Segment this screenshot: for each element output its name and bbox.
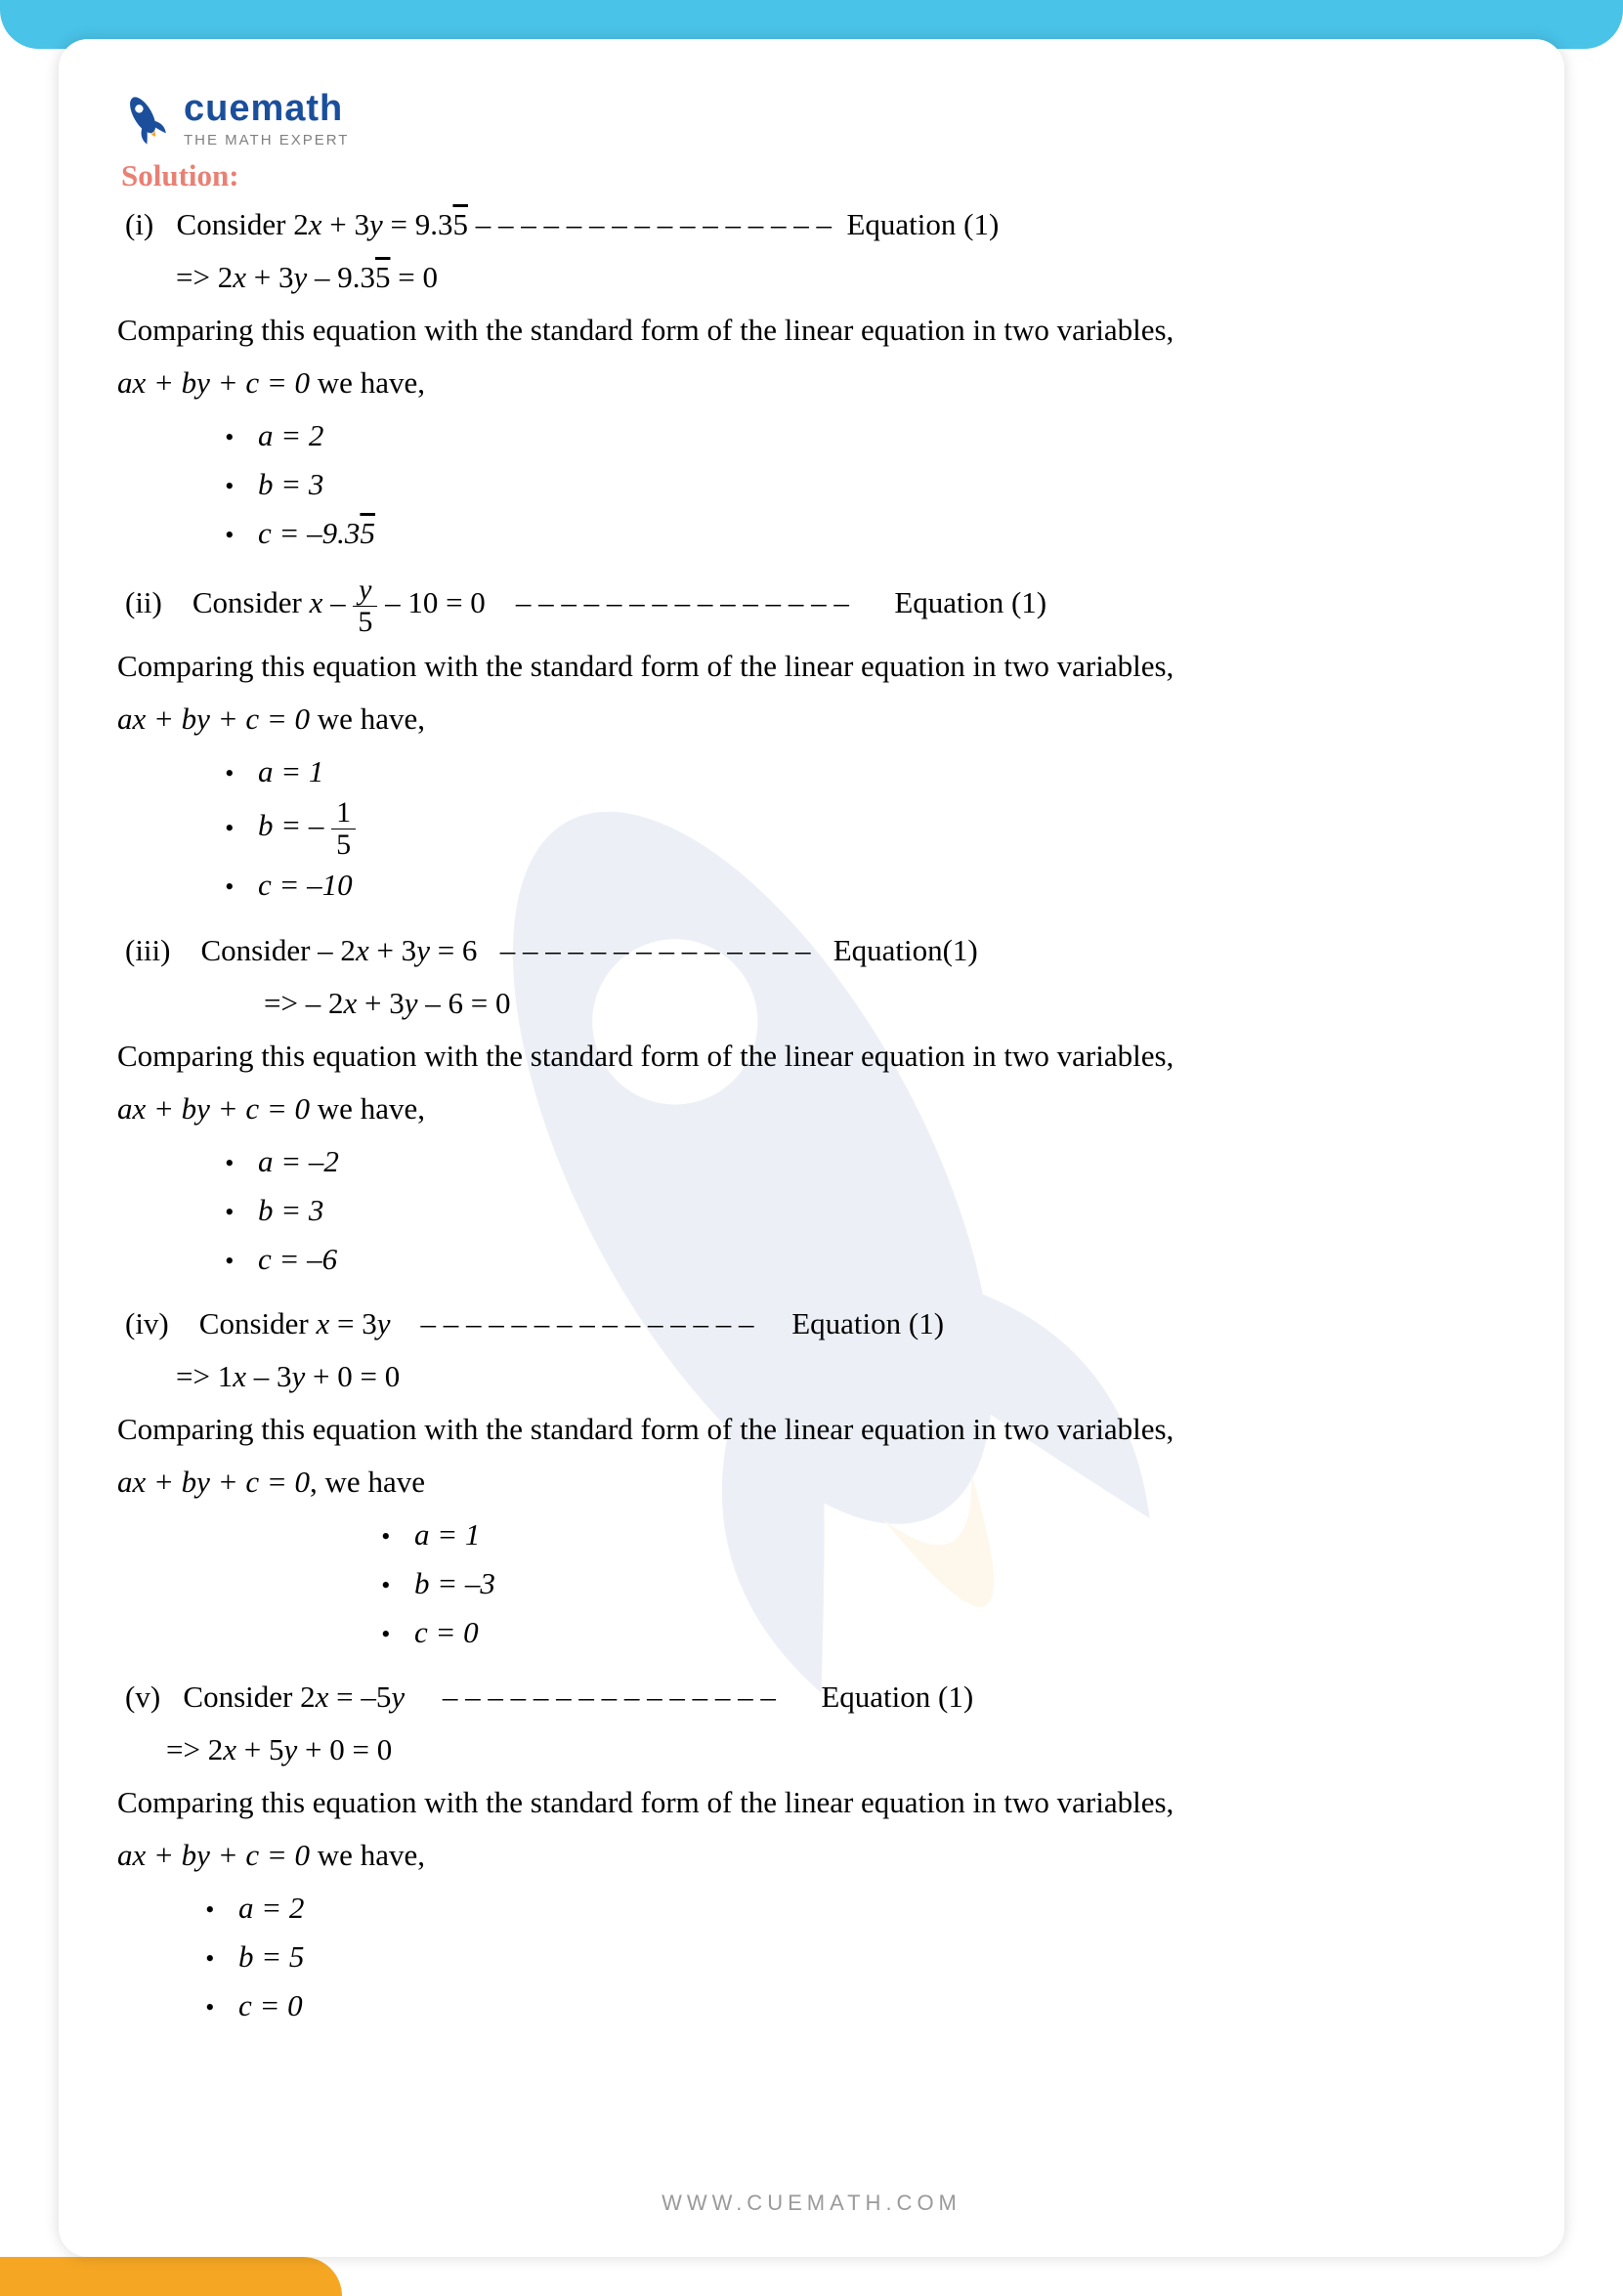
item-ii-line1: (ii) Consider x – y5 – 10 = 0 – – – – – …: [125, 574, 1506, 637]
item-iii-line2: => – 2x + 3y – 6 = 0: [264, 980, 1506, 1027]
brand-text: cuemath: [184, 88, 349, 130]
item-v-stdform: ax + by + c = 0 we have,: [117, 1832, 1506, 1879]
item-ii-compare: Comparing this equation with the standar…: [117, 643, 1506, 690]
bottom-accent: [0, 2257, 342, 2296]
item-ii-bullets: a = 1 b = – 15 c = –10: [225, 748, 1506, 909]
tagline-text: THE MATH EXPERT: [184, 132, 349, 149]
item-v-compare: Comparing this equation with the standar…: [117, 1779, 1506, 1826]
rocket-icon: [117, 91, 172, 146]
item-iii-line1: (iii) Consider – 2x + 3y = 6 – – – – – –…: [125, 927, 1506, 974]
item-ii-stdform: ax + by + c = 0 we have,: [117, 696, 1506, 743]
item-iv-compare: Comparing this equation with the standar…: [117, 1406, 1506, 1453]
item-iii-bullets: a = –2 b = 3 c = –6: [225, 1138, 1506, 1283]
item-i-stdform: ax + by + c = 0 we have,: [117, 360, 1506, 406]
item-i-line1: (i) Consider 2x + 3y = 9.35 – – – – – – …: [125, 201, 1506, 248]
item-v-line1: (v) Consider 2x = –5y – – – – – – – – – …: [125, 1674, 1506, 1721]
logo: cuemath THE MATH EXPERT: [117, 88, 1506, 149]
item-i-compare: Comparing this equation with the standar…: [117, 307, 1506, 354]
item-i-bullets: a = 2 b = 3 c = –9.35: [225, 412, 1506, 557]
item-v-line2: => 2x + 5y + 0 = 0: [166, 1726, 1506, 1773]
item-iv-line2: => 1x – 3y + 0 = 0: [176, 1353, 1506, 1400]
solution-label: Solution:: [121, 158, 1506, 193]
item-iii-compare: Comparing this equation with the standar…: [117, 1033, 1506, 1080]
page-frame: cuemath THE MATH EXPERT Solution: (i) Co…: [59, 39, 1564, 2257]
item-iv-bullets: a = 1 b = –3 c = 0: [381, 1511, 1506, 1656]
item-v-bullets: a = 2 b = 5 c = 0: [205, 1885, 1506, 2029]
item-iv-line1: (iv) Consider x = 3y – – – – – – – – – –…: [125, 1300, 1506, 1347]
item-iv-stdform: ax + by + c = 0, we have: [117, 1459, 1506, 1506]
item-i-line2: => 2x + 3y – 9.35 = 0: [176, 254, 1506, 301]
footer-url: WWW.CUEMATH.COM: [59, 2190, 1564, 2216]
solution-body: (i) Consider 2x + 3y = 9.35 – – – – – – …: [117, 201, 1506, 2030]
item-iii-stdform: ax + by + c = 0 we have,: [117, 1085, 1506, 1132]
